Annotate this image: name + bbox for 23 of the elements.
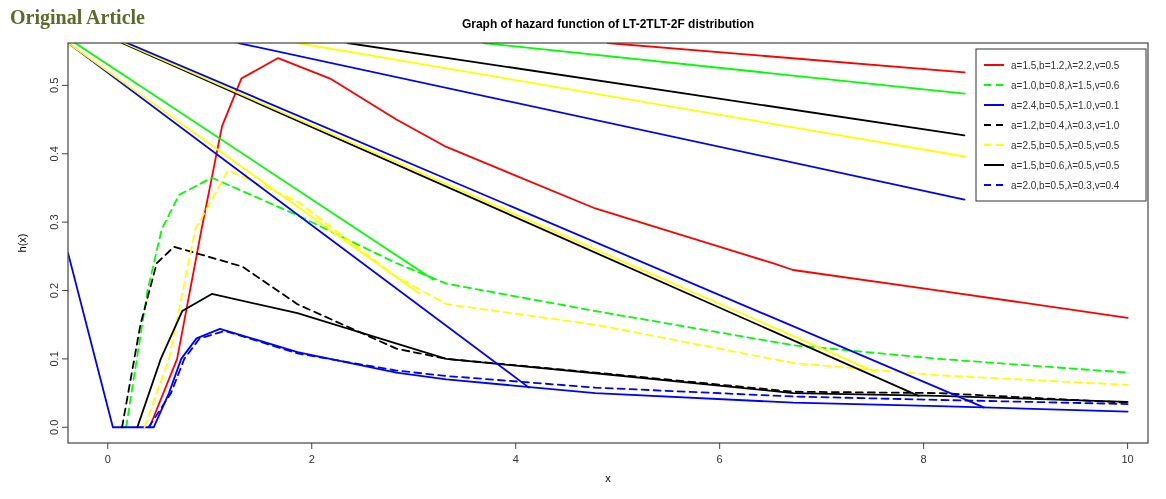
x-tick-label: 0 <box>104 453 111 465</box>
y-tick-label: 0.4 <box>48 146 60 162</box>
y-tick-label: 0.0 <box>48 419 60 435</box>
x-axis-title: x <box>605 472 612 484</box>
y-tick-label: 0.3 <box>48 214 60 230</box>
legend-label: a=1.5,b=0.6,λ=0.5,v=0.5 <box>1011 160 1120 171</box>
legend-label: a=1.2,b=0.4,λ=0.3,v=1.0 <box>1011 120 1120 131</box>
legend-label: a=2.5,b=0.5,λ=0.5,v=0.5 <box>1011 140 1120 151</box>
legend-label: a=2.4,b=0.5,λ=1.0,v=0.1 <box>1011 100 1120 111</box>
x-tick-label: 4 <box>512 453 519 465</box>
x-tick-label: 2 <box>308 453 315 465</box>
x-tick-label: 8 <box>920 453 927 465</box>
x-tick-label: 6 <box>716 453 723 465</box>
y-tick-label: 0.5 <box>48 77 60 94</box>
text: Original Article <box>10 6 146 29</box>
chart-title: Graph of hazard function of LT-2TLT-2F distribution <box>461 17 755 31</box>
x-tick-label: 10 <box>1121 453 1134 465</box>
legend-label: a=1.0,b=0.8,λ=1.5,v=0.6 <box>1011 80 1120 91</box>
legend-label: a=1.5,b=1.2,λ=2.2,v=0.5 <box>1011 60 1120 71</box>
y-tick-label: 0.2 <box>48 282 60 299</box>
y-axis-title: h(x) <box>16 233 28 253</box>
legend-label: a=2.0,b=0.5,λ=0.3,v=0.4 <box>1011 180 1120 191</box>
y-tick-label: 0.1 <box>48 351 60 367</box>
